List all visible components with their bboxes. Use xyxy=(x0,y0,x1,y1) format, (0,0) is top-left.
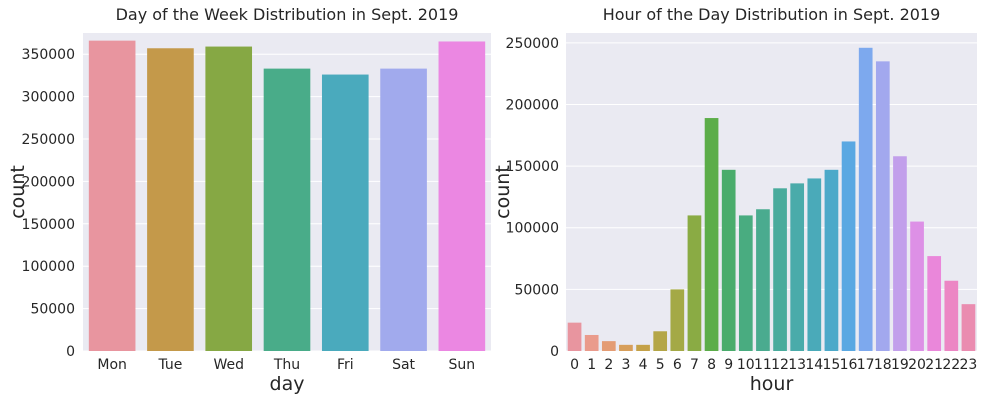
x-tick-label: 4 xyxy=(639,357,648,373)
bar-21 xyxy=(927,256,942,351)
y-tick-label: 50000 xyxy=(514,282,559,298)
x-tick-label: 7 xyxy=(690,357,699,373)
x-tick-label: Fri xyxy=(337,357,354,373)
bar-Mon xyxy=(88,40,136,352)
x-tick-label: 11 xyxy=(754,357,772,373)
x-axis-label: day xyxy=(270,373,305,395)
chart-1: 0 50000 100000 150000 200000 250000 300000 3500… xyxy=(7,5,491,395)
x-tick-label: 17 xyxy=(857,357,875,373)
bar-11 xyxy=(756,209,770,351)
x-tick-label: 3 xyxy=(621,357,630,373)
bar-Wed xyxy=(205,46,253,352)
x-tick-label: 14 xyxy=(805,357,823,373)
bar-23 xyxy=(961,304,976,351)
x-tick-label: 9 xyxy=(724,357,733,373)
bar-2 xyxy=(601,341,616,351)
x-tick-label: Sun xyxy=(449,357,476,373)
x-tick-label: 1 xyxy=(587,357,596,373)
bar-Sat xyxy=(380,68,427,351)
bar-5 xyxy=(653,331,668,351)
x-tick-label: 5 xyxy=(656,357,665,373)
x-tick-label: 6 xyxy=(673,357,682,373)
y-tick-label: 250000 xyxy=(22,132,75,148)
y-tick-label: 300000 xyxy=(22,90,75,106)
x-tick-label: Thu xyxy=(273,357,300,373)
x-tick-label: 21 xyxy=(925,357,943,373)
bar-12 xyxy=(773,188,787,351)
y-tick-label: 350000 xyxy=(22,47,75,63)
x-tick-label: 13 xyxy=(788,357,806,373)
x-tick-label: 20 xyxy=(908,357,926,373)
y-axis-label: count xyxy=(492,165,514,219)
bar-14 xyxy=(807,178,822,351)
bar-15 xyxy=(824,169,839,351)
bar-7 xyxy=(687,215,702,351)
y-tick-label: 50000 xyxy=(30,302,75,318)
bar-13 xyxy=(790,183,805,351)
bar-1 xyxy=(584,334,599,351)
y-tick-label: 150000 xyxy=(506,159,559,175)
bar-18 xyxy=(875,61,890,351)
bar-4 xyxy=(636,344,650,351)
x-tick-label: Wed xyxy=(213,357,244,373)
chart-title: Day of the Week Distribution in Sept. 20… xyxy=(116,5,459,24)
chart-title: Hour of the Day Distribution in Sept. 20… xyxy=(603,5,941,24)
bar-22 xyxy=(944,280,959,351)
x-tick-label: 8 xyxy=(707,357,716,373)
y-tick-label: 100000 xyxy=(506,221,559,237)
bar-Tue xyxy=(147,48,194,351)
x-tick-label: 16 xyxy=(840,357,858,373)
x-axis-label: hour xyxy=(750,373,794,395)
bar-10 xyxy=(738,215,753,351)
plot-area xyxy=(566,33,977,351)
x-tick-label: Sat xyxy=(392,357,415,373)
bar-Thu xyxy=(263,68,311,351)
y-tick-label: 200000 xyxy=(22,174,75,190)
bar-8 xyxy=(704,118,719,351)
bar-19 xyxy=(893,156,907,351)
x-tick-label: Tue xyxy=(157,357,182,373)
x-tick-label: 19 xyxy=(891,357,909,373)
y-tick-label: 150000 xyxy=(22,217,75,233)
x-tick-label: Mon xyxy=(97,357,127,373)
bar-9 xyxy=(721,169,736,351)
x-tick-label: 23 xyxy=(960,357,978,373)
bar-Sun xyxy=(438,41,486,351)
x-tick-label: 22 xyxy=(942,357,960,373)
y-tick-label: 0 xyxy=(550,344,559,360)
bar-6 xyxy=(670,289,685,351)
y-axis-label: count xyxy=(7,165,29,219)
bar-Fri xyxy=(321,74,369,351)
bar-17 xyxy=(858,47,873,351)
x-tick-label: 2 xyxy=(604,357,613,373)
bar-16 xyxy=(841,141,856,351)
y-tick-label: 100000 xyxy=(22,259,75,275)
x-tick-label: 15 xyxy=(823,357,841,373)
bar-0 xyxy=(567,322,582,351)
x-tick-label: 12 xyxy=(771,357,789,373)
x-tick-label: 10 xyxy=(737,357,755,373)
bar-3 xyxy=(619,344,633,351)
bar-20 xyxy=(910,221,924,351)
x-tick-label: 18 xyxy=(874,357,892,373)
x-tick-label: 0 xyxy=(570,357,579,373)
y-tick-label: 0 xyxy=(66,344,75,360)
y-tick-label: 200000 xyxy=(506,97,559,113)
y-tick-label: 250000 xyxy=(506,36,559,52)
